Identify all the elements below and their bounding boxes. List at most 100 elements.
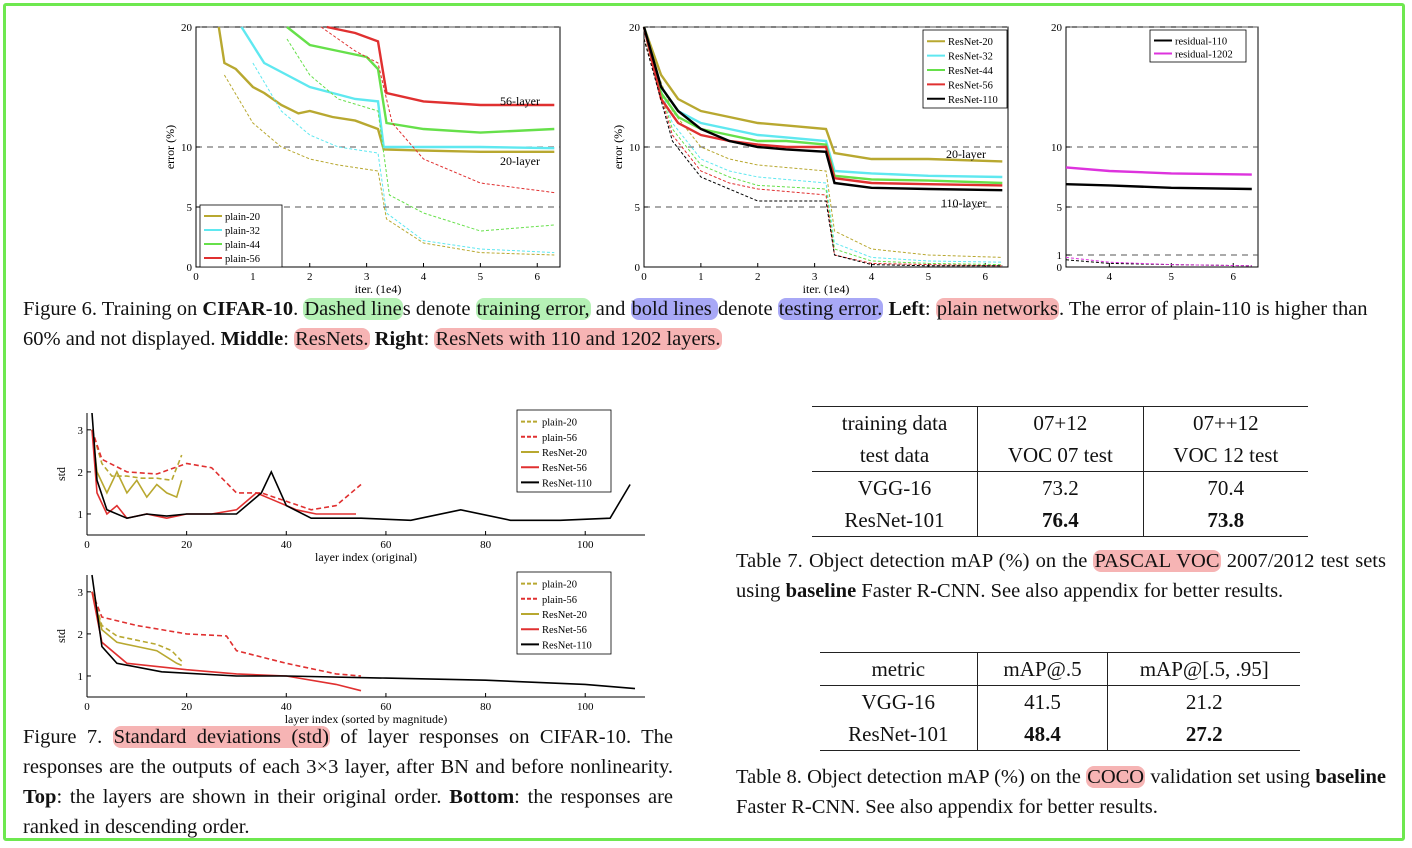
- annotation-label: 110-layer: [941, 196, 987, 210]
- y-tick-label: 20: [629, 22, 641, 34]
- y-tick-label: 0: [1057, 262, 1063, 274]
- y-tick-label: 5: [187, 202, 193, 214]
- caption-text: . The error of plain-110 is higher than …: [23, 298, 1368, 350]
- fig6-left-plot: 0 1 2 3 4 5 6 0 5 10 20 iter. (1e4) error (%) 56-laye…: [160, 15, 570, 305]
- caption-bold: Right: [374, 328, 424, 350]
- x-axis-label: iter. (1e4): [355, 282, 402, 296]
- y-tick-label: 10: [181, 142, 193, 154]
- table8: metric mAP@.5 mAP@[.5, .95] VGG-16 41.5 …: [820, 652, 1300, 751]
- annotation-label: 20-layer: [946, 147, 986, 161]
- caption-text: of layer responses on CIFAR-10. The resp…: [23, 726, 673, 778]
- y-axis-label: std: [55, 467, 68, 481]
- plot-frame: [1065, 26, 1259, 268]
- series-ResNet-56-test: [642, 26, 1003, 187]
- table-cell: VOC 07 test: [977, 439, 1144, 472]
- highlight-training-error: training error,: [475, 298, 591, 320]
- table-cell: VGG-16: [812, 471, 979, 504]
- fig6-right-plot: 4 5 6 0 1 5 10 20 residual-110 residual-1202: [1040, 15, 1265, 305]
- x-axis-label: iter. (1e4): [803, 282, 850, 296]
- highlight-resnets: ResNets.: [294, 328, 370, 350]
- caption-text: Table 7. Object detection mAP (%) on the: [736, 550, 1094, 572]
- highlight-coco: COCO: [1086, 766, 1146, 788]
- x-tick-label: 4: [421, 271, 427, 283]
- legend-entry: ResNet-110: [542, 640, 592, 651]
- x-tick-label: 0: [84, 539, 90, 551]
- table-cell: training data: [812, 406, 979, 439]
- fig6-left-svg: 0 1 2 3 4 5 6 0 5 10 20 iter. (1e4) error (%) 56-laye…: [163, 22, 561, 296]
- table7: training data 07+12 07++12 test data VOC…: [812, 406, 1308, 537]
- series-ResNet-20: [91, 429, 183, 499]
- caption-text: Faster R-CNN. See also appendix for bett…: [736, 796, 1158, 818]
- caption-bold: baseline: [1315, 766, 1386, 788]
- highlight-resnets-110-1202: ResNets with 110 and 1202 layers.: [434, 328, 722, 350]
- table-cell: 27.2: [1107, 718, 1300, 751]
- table-cell: 07++12: [1143, 406, 1308, 439]
- caption-bold: Middle: [220, 328, 284, 350]
- y-axis-label: error (%): [611, 125, 625, 169]
- series-plain-56-train: [320, 26, 555, 194]
- series-ResNet-56: [91, 429, 356, 520]
- y-tick-label: 20: [181, 22, 193, 34]
- x-tick-label: 20: [181, 701, 193, 713]
- y-tick-label: 10: [1051, 142, 1063, 154]
- series-ResNet-110-test: [642, 26, 1003, 192]
- x-axis-label: layer index (sorted by magnitude): [285, 712, 448, 726]
- table-cell: 70.4: [1143, 471, 1308, 504]
- x-tick-label: 6: [983, 271, 989, 283]
- y-tick-label: 3: [78, 425, 84, 437]
- legend-entry: plain-56: [542, 433, 577, 444]
- series-ResNet-44-train: [643, 38, 1003, 266]
- table8-caption: Table 8. Object detection mAP (%) on the…: [736, 762, 1386, 822]
- legend-entry: ResNet-20: [542, 448, 587, 459]
- x-tick-label: 3: [364, 271, 370, 283]
- highlight-dashed-lines: Dashed line: [303, 298, 403, 320]
- y-tick-label: 5: [635, 202, 641, 214]
- table7-caption: Table 7. Object detection mAP (%) on the…: [736, 546, 1386, 606]
- series-plain-32-test: [240, 26, 555, 150]
- table-cell: metric: [820, 652, 978, 686]
- x-tick-label: 5: [478, 271, 484, 283]
- series-residual-1202-train: [1065, 256, 1252, 267]
- caption-bold: CIFAR-10: [202, 298, 294, 320]
- series-plain-20-test: [217, 26, 555, 153]
- legend-box: [1149, 29, 1247, 63]
- y-tick-label: 5: [1057, 202, 1063, 214]
- x-tick-label: 40: [281, 539, 293, 551]
- caption-text: :: [283, 328, 295, 350]
- fig7-top-svg: 0 20 40 60 80 100 1 2 3 layer index (original) std…: [54, 409, 645, 564]
- x-tick-label: 100: [577, 701, 594, 713]
- page-frame: [3, 3, 1405, 841]
- annotation-label: 20-layer: [500, 154, 540, 168]
- x-tick-label: 20: [181, 539, 193, 551]
- y-tick-label: 1: [78, 671, 84, 683]
- x-tick-label: 1: [698, 271, 704, 283]
- caption-bold: Left: [888, 298, 925, 320]
- table-cell: 48.4: [977, 718, 1109, 751]
- y-tick-label: 10: [629, 142, 641, 154]
- highlight-std: Standard deviations (std): [112, 726, 330, 748]
- series-plain-44-train: [286, 38, 555, 232]
- fig6-middle-plot: 0 1 2 3 4 5 6 0 5 10 20 iter. (1e4) error (%) 20-laye…: [608, 15, 1018, 305]
- legend-entry: plain-20: [225, 212, 260, 223]
- legend-entry: residual-110: [1175, 37, 1227, 48]
- x-tick-label: 0: [641, 271, 647, 283]
- caption-bold: Bottom: [449, 786, 515, 808]
- table-cell: 73.2: [977, 471, 1144, 504]
- highlight-pascal-voc: PASCAL VOC: [1093, 550, 1221, 572]
- annotation-label: 56-layer: [500, 94, 540, 108]
- y-tick-label: 0: [187, 262, 193, 274]
- y-axis-label: error (%): [163, 125, 177, 169]
- caption-text: :: [924, 298, 936, 320]
- legend-entry: ResNet-110: [542, 478, 592, 489]
- highlight-plain-networks: plain networks: [935, 298, 1059, 320]
- series-ResNet-20-test: [642, 26, 1003, 163]
- x-axis-label: layer index (original): [315, 550, 417, 564]
- caption-text: s denote: [402, 298, 476, 320]
- table-cell: mAP@.5: [977, 652, 1109, 686]
- fig7-bottom-svg: 0 20 40 60 80 100 1 2 3 layer index (sorted by ma…: [54, 571, 645, 726]
- figure7-caption: Figure 7. Standard deviations (std) of l…: [23, 722, 673, 842]
- y-tick-label: 2: [78, 629, 84, 641]
- x-tick-label: 80: [480, 539, 492, 551]
- x-tick-label: 60: [380, 539, 392, 551]
- series-ResNet-56: [91, 591, 362, 692]
